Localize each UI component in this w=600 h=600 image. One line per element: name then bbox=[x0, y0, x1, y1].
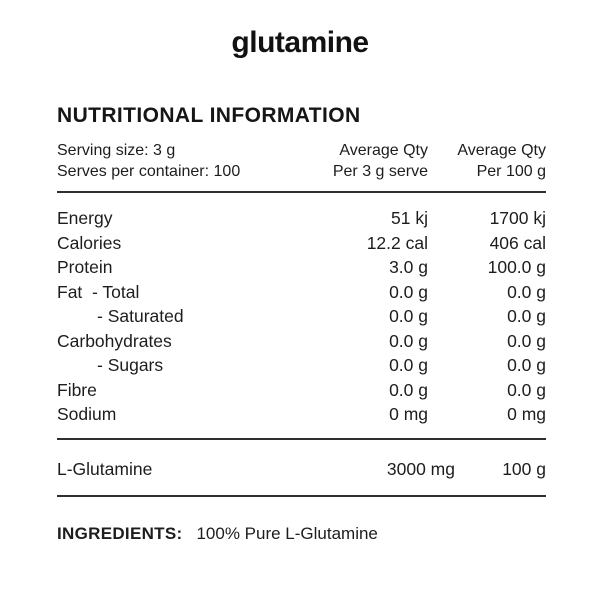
row-label: Sodium bbox=[57, 404, 117, 424]
table-row-fat-total: Fat - Total 0.0 g 0.0 g bbox=[57, 280, 546, 305]
value-per-serve: 0.0 g bbox=[389, 330, 428, 351]
value-per-serve: 0 mg bbox=[389, 404, 428, 424]
serves-per-container: Serves per container: 100 bbox=[57, 163, 241, 180]
value-per-serve: 51 kj bbox=[391, 208, 428, 228]
column-header-per-serve-line2: Per 3 g serve bbox=[332, 163, 428, 180]
row-label: Calories bbox=[57, 232, 122, 253]
row-label: - Saturated bbox=[97, 306, 184, 326]
table-header: Serving size: 3 g Serves per container: … bbox=[57, 140, 546, 182]
table-row-calories: Calories 12.2 cal 406 cal bbox=[57, 231, 546, 256]
row-label: L-Glutamine bbox=[57, 458, 153, 479]
column-header-per-serve-line1: Average Qty bbox=[339, 142, 428, 159]
column-header-per-100g-line1: Average Qty bbox=[457, 142, 546, 159]
value-per-serve: 3000 mg bbox=[386, 458, 455, 479]
value-per-100g: 0.0 g bbox=[507, 379, 546, 400]
row-label: Carbohydrates bbox=[57, 330, 172, 351]
value-per-serve: 0.0 g bbox=[389, 355, 428, 375]
table-row-fat-saturated: - Saturated 0.0 g 0.0 g bbox=[57, 304, 546, 329]
value-per-100g: 0.0 g bbox=[507, 330, 546, 351]
value-per-100g: 0.0 g bbox=[507, 281, 546, 302]
active-ingredient-row: L-Glutamine 3000 mg 100 g bbox=[57, 440, 546, 495]
nutrient-rows: Energy 51 kj 1700 kj Calories 12.2 cal 4… bbox=[57, 193, 546, 438]
value-per-serve: 0.0 g bbox=[389, 281, 428, 302]
value-per-100g: 0.0 g bbox=[507, 306, 546, 326]
ingredients-line: INGREDIENTS: 100% Pure L-Glutamine bbox=[57, 524, 546, 544]
value-per-100g: 1700 kj bbox=[489, 208, 546, 228]
table-row-protein: Protein 3.0 g 100.0 g bbox=[57, 255, 546, 280]
value-per-serve: 0.0 g bbox=[389, 306, 428, 326]
value-per-serve: 0.0 g bbox=[389, 379, 428, 400]
table-row-sugars: - Sugars 0.0 g 0.0 g bbox=[57, 353, 546, 378]
value-per-100g: 406 cal bbox=[489, 232, 546, 253]
divider-top bbox=[57, 191, 546, 193]
row-label: Fat - Total bbox=[57, 281, 140, 302]
panel-heading: NUTRITIONAL INFORMATION bbox=[57, 104, 361, 127]
table-row-carbohydrates: Carbohydrates 0.0 g 0.0 g bbox=[57, 329, 546, 354]
row-label: Fibre bbox=[57, 379, 97, 400]
table-row-energy: Energy 51 kj 1700 kj bbox=[57, 206, 546, 231]
column-header-per-100g-line2: Per 100 g bbox=[476, 163, 546, 180]
value-per-100g: 0.0 g bbox=[507, 355, 546, 375]
table-row-sodium: Sodium 0 mg 0 mg bbox=[57, 402, 546, 427]
serving-info: Serving size: 3 g Serves per container: … bbox=[57, 140, 308, 182]
column-header-per-100g: Average Qty Per 100 g bbox=[428, 140, 546, 182]
value-per-100g: 100.0 g bbox=[487, 257, 546, 277]
ingredients-label: INGREDIENTS: bbox=[57, 523, 183, 543]
column-header-per-serve: Average Qty Per 3 g serve bbox=[308, 140, 428, 182]
product-title: glutamine bbox=[231, 26, 369, 59]
row-label: Energy bbox=[57, 208, 113, 228]
ingredients-value: 100% Pure L-Glutamine bbox=[196, 523, 378, 543]
divider-middle bbox=[57, 437, 546, 440]
value-per-100g: 100 g bbox=[502, 458, 546, 479]
row-label: - Sugars bbox=[97, 355, 164, 375]
table-row-fibre: Fibre 0.0 g 0.0 g bbox=[57, 378, 546, 403]
row-label: Protein bbox=[57, 257, 113, 277]
serving-size: Serving size: 3 g bbox=[57, 142, 176, 159]
nutrition-panel: NUTRITIONAL INFORMATION Serving size: 3 … bbox=[57, 104, 546, 544]
divider-bottom bbox=[57, 494, 546, 497]
value-per-100g: 0 mg bbox=[507, 404, 546, 424]
value-per-serve: 12.2 cal bbox=[366, 232, 428, 253]
value-per-serve: 3.0 g bbox=[389, 257, 428, 277]
